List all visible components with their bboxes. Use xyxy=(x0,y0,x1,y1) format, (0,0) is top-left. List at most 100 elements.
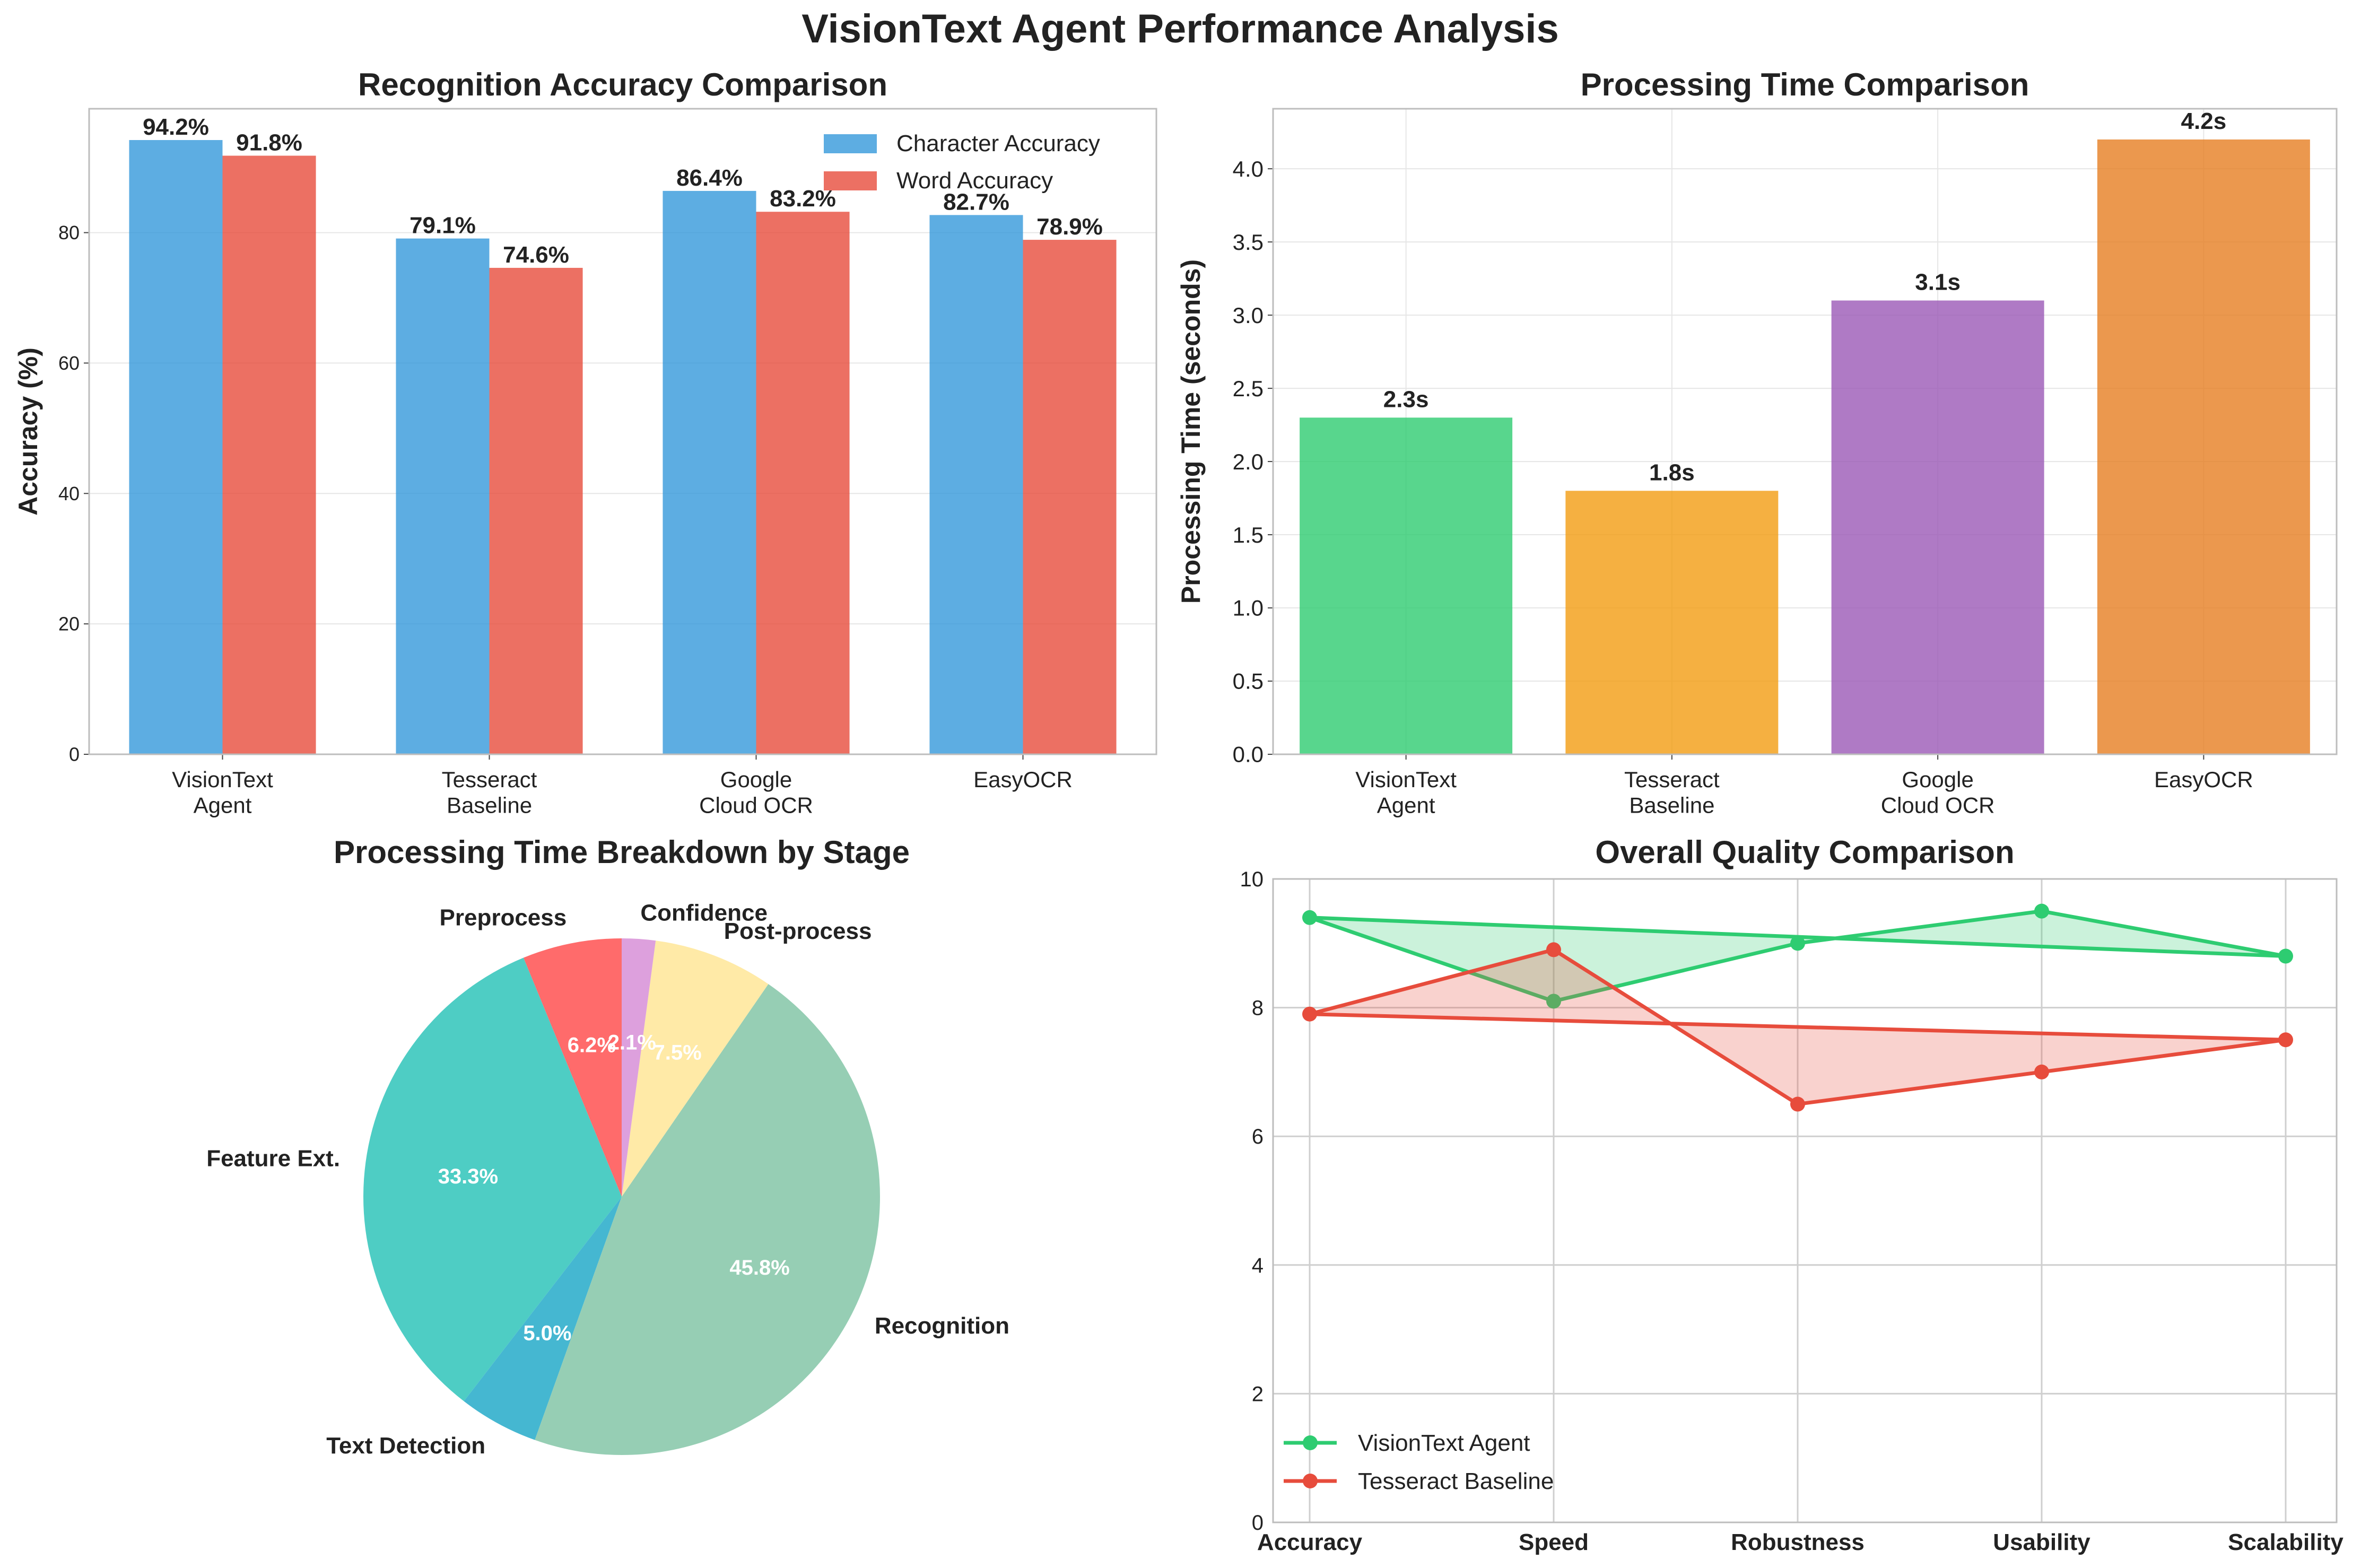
y-tick-label: 0 xyxy=(1252,1511,1264,1535)
slice-percent-label: 2.1% xyxy=(608,1031,656,1054)
slice-percent-label: 7.5% xyxy=(654,1041,702,1064)
slice-percent-label: 45.8% xyxy=(729,1256,789,1279)
pie-slice xyxy=(464,1197,622,1440)
slice-label: Recognition xyxy=(875,1313,1009,1339)
chart-title: Overall Quality Comparison xyxy=(1595,834,2014,870)
chart-title: Processing Time Comparison xyxy=(1581,67,2029,102)
y-tick-label: 4.0 xyxy=(1233,156,1264,181)
bar xyxy=(663,190,756,755)
bar xyxy=(1565,491,1779,754)
data-point xyxy=(1546,994,1561,1009)
y-tick-label: 0 xyxy=(69,744,80,765)
legend-swatch xyxy=(824,171,877,190)
data-label: 1.8s xyxy=(1649,459,1695,485)
plot-frame xyxy=(1272,108,2338,755)
y-tick-label: 80 xyxy=(58,222,80,243)
data-label: 74.6% xyxy=(503,242,569,268)
data-point xyxy=(1302,1006,1317,1022)
pie-slice xyxy=(363,957,622,1401)
legend-label: VisionText Agent xyxy=(1358,1430,1530,1456)
bar xyxy=(1300,417,1513,754)
slice-label: Post-process xyxy=(724,918,872,944)
y-tick-label: 6 xyxy=(1252,1125,1264,1148)
y-tick-label: 40 xyxy=(58,483,80,504)
plot-area xyxy=(1273,879,2337,1522)
y-tick-label: 20 xyxy=(58,613,80,635)
data-label: 78.9% xyxy=(1036,214,1103,240)
slice-percent-label: 5.0% xyxy=(523,1321,571,1345)
figure-title: VisionText Agent Performance Analysis xyxy=(801,6,1559,51)
data-point xyxy=(1546,942,1561,957)
data-point xyxy=(2278,1032,2293,1048)
x-tick-label: Usability xyxy=(1993,1529,2090,1555)
data-point xyxy=(2034,903,2049,919)
bar xyxy=(756,212,850,754)
chart-title: Recognition Accuracy Comparison xyxy=(358,67,887,102)
slice-label: Confidence xyxy=(640,900,768,926)
bar xyxy=(1831,300,2044,754)
legend-label: Word Accuracy xyxy=(896,168,1053,194)
quality-comparison-chart: 0 2 4 6 8 10 Accuracy Speed Robustness Usability S… xyxy=(1240,834,2344,1555)
y-tick-label: 2.0 xyxy=(1233,449,1264,474)
bar xyxy=(2097,139,2310,754)
data-label: 86.4% xyxy=(676,165,743,191)
y-tick-label: 1.0 xyxy=(1233,596,1264,621)
y-axis-label: Accuracy (%) xyxy=(13,347,43,516)
plot-frame xyxy=(1272,878,2338,1523)
y-tick-label: 60 xyxy=(58,352,80,374)
data-point xyxy=(2278,948,2293,964)
bar xyxy=(1023,240,1117,754)
legend-label: Tesseract Baseline xyxy=(1358,1468,1554,1494)
bar xyxy=(489,267,583,754)
slice-label: Text Detection xyxy=(326,1433,485,1459)
y-tick-label: 10 xyxy=(1240,868,1264,891)
x-tick-label: Google Cloud OCR xyxy=(699,767,813,817)
x-tick-label: EasyOCR xyxy=(973,767,1073,792)
plot-frame xyxy=(88,108,1157,755)
x-tick-label: VisionText Agent xyxy=(172,767,273,817)
y-tick-label: 2.5 xyxy=(1233,376,1264,401)
legend-label: Character Accuracy xyxy=(896,130,1100,156)
legend-swatch xyxy=(824,134,877,153)
data-point xyxy=(1790,936,1805,951)
x-tick-label: Tesseract Baseline xyxy=(1624,767,1720,817)
chart-title: Processing Time Breakdown by Stage xyxy=(334,834,910,870)
data-label: 4.2s xyxy=(2181,108,2227,134)
slice-percent-label: 6.2% xyxy=(568,1033,616,1057)
series-area xyxy=(1308,909,2288,1003)
pie-slice xyxy=(535,984,881,1456)
x-tick-label: Robustness xyxy=(1731,1529,1865,1555)
x-tick-label: Accuracy xyxy=(1257,1529,1363,1555)
stage-breakdown-pie: Processing Time Breakdown by Stage 6.2% Pr… xyxy=(206,834,1009,1459)
legend-marker xyxy=(1303,1435,1318,1450)
data-label: 3.1s xyxy=(1915,269,1961,295)
y-tick-label: 0.5 xyxy=(1233,669,1264,694)
bar xyxy=(929,215,1023,754)
pie-slice xyxy=(622,940,769,1197)
pie-slice xyxy=(523,938,622,1197)
bar xyxy=(396,238,490,755)
x-tick-label: VisionText Agent xyxy=(1355,767,1457,817)
x-tick-label: Google Cloud OCR xyxy=(1881,767,1995,817)
data-point xyxy=(1302,910,1317,925)
y-tick-label: 2 xyxy=(1252,1382,1264,1406)
slice-label: Preprocess xyxy=(440,904,567,930)
accuracy-chart: 0 20 40 60 80 VisionText Agent Tesseract Baselin… xyxy=(13,67,1157,817)
y-tick-label: 4 xyxy=(1252,1254,1264,1277)
y-tick-label: 3.5 xyxy=(1233,230,1264,255)
x-tick-label: Tesseract Baseline xyxy=(442,767,537,817)
data-label: 82.7% xyxy=(943,189,1009,215)
data-label: 94.2% xyxy=(143,114,209,140)
data-label: 91.8% xyxy=(236,130,302,156)
y-tick-label: 1.5 xyxy=(1233,522,1264,547)
x-tick-label: Scalability xyxy=(2228,1529,2343,1555)
processing-time-chart: 0.0 0.5 1.0 1.5 2.0 2.5 3.0 3.5 4.0 VisionText Age… xyxy=(1176,67,2338,817)
y-tick-label: 8 xyxy=(1252,997,1264,1020)
y-tick-label: 0.0 xyxy=(1233,742,1264,767)
x-tick-label: EasyOCR xyxy=(2154,767,2253,792)
pie-slice xyxy=(622,938,656,1197)
x-tick-label: Speed xyxy=(1519,1529,1589,1555)
y-axis-label: Processing Time (seconds) xyxy=(1176,259,1206,604)
data-label: 2.3s xyxy=(1383,386,1429,412)
